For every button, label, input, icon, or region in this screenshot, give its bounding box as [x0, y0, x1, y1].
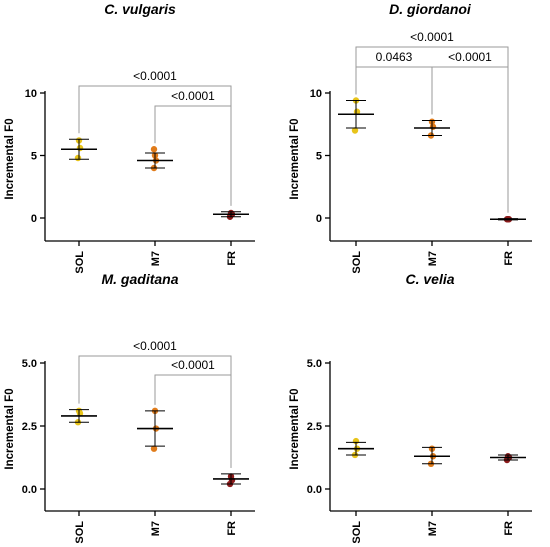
bracket-line: [154, 105, 232, 206]
bracket-line: [154, 374, 232, 468]
p-value-label: <0.0001: [133, 339, 177, 353]
y-tick-label: 5.0: [307, 358, 322, 370]
y-tick-label: 2.5: [307, 421, 322, 433]
significance-bracket: <0.0001: [154, 358, 232, 468]
bracket-line: [78, 85, 232, 206]
p-value-label: <0.0001: [448, 50, 492, 64]
x-tick-label: SOL: [74, 251, 86, 274]
data-group-m7: [137, 146, 173, 172]
chart-panel-4: C. velia Incremental F0 0.0 2.5 5.0 SOL M7 FR: [289, 271, 532, 544]
data-point: [76, 144, 84, 152]
data-group-sol: [338, 97, 374, 134]
bracket-line: [431, 66, 509, 213]
y-tick-label: 10: [25, 88, 37, 100]
x-tick-label: SOL: [351, 251, 363, 274]
y-tick-label: 0: [31, 213, 37, 225]
data-group-sol: [61, 137, 97, 162]
x-tick-label: FR: [503, 251, 515, 266]
data-group-m7: [414, 445, 450, 467]
chart-panel-1: C. vulgaris Incremental F0 0 5 10 SOL M7 FR <0.0…: [4, 1, 255, 274]
y-tick-label: 0.0: [22, 484, 37, 496]
data-group-sol: [338, 437, 374, 459]
data-point: [351, 127, 359, 134]
data-group-fr: [490, 216, 526, 223]
y-tick-label: 2.5: [22, 421, 37, 433]
data-group-fr: [490, 453, 526, 464]
p-value-label: <0.0001: [171, 358, 215, 372]
chart-title: C. velia: [405, 271, 454, 287]
significance-bracket: 0.0463: [355, 50, 433, 115]
x-tick-label: SOL: [351, 521, 363, 544]
x-tick-label: FR: [226, 251, 238, 266]
y-axis-label: Incremental F0: [4, 118, 16, 199]
data-point: [74, 154, 82, 162]
data-group-fr: [213, 209, 249, 220]
y-axis-label: Incremental F0: [289, 388, 301, 469]
chart-panel-3: M. gaditana Incremental F0 0.0 2.5 5.0 SOL M7 F…: [4, 271, 255, 544]
chart-title: D. giordanoi: [389, 1, 472, 17]
p-value-label: <0.0001: [410, 30, 454, 44]
y-tick-label: 0.0: [307, 484, 322, 496]
data-point: [150, 146, 158, 153]
x-tick-label: M7: [150, 521, 162, 536]
chart-title: M. gaditana: [101, 271, 178, 287]
data-group-sol: [61, 407, 97, 426]
data-group-fr: [213, 473, 249, 488]
p-value-label: 0.0463: [376, 50, 413, 64]
x-tick-label: M7: [150, 251, 162, 266]
p-value-label: <0.0001: [133, 69, 177, 83]
x-tick-label: M7: [427, 251, 439, 266]
x-tick-label: SOL: [74, 521, 86, 544]
y-tick-label: 10: [310, 88, 322, 100]
chart-panel-2: D. giordanoi Incremental F0 0 5 10 SOL M7 FR <0.…: [289, 1, 532, 274]
y-axis-label: Incremental F0: [289, 118, 301, 199]
y-tick-label: 0: [316, 213, 322, 225]
x-tick-label: M7: [427, 521, 439, 536]
y-axis-label: Incremental F0: [4, 388, 16, 469]
data-point: [150, 445, 158, 452]
significance-bracket: <0.0001: [154, 89, 232, 206]
y-tick-label: 5: [316, 151, 322, 163]
x-tick-label: FR: [226, 521, 238, 536]
significance-bracket: <0.0001: [431, 50, 509, 213]
x-tick-label: FR: [503, 521, 515, 536]
chart-title: C. vulgaris: [104, 1, 176, 17]
bracket-line: [355, 66, 433, 115]
y-tick-label: 5.0: [22, 358, 37, 370]
data-group-m7: [414, 118, 450, 139]
p-value-label: <0.0001: [171, 89, 215, 103]
y-tick-label: 5: [31, 151, 37, 163]
data-group-m7: [137, 407, 173, 452]
data-point: [353, 108, 361, 115]
